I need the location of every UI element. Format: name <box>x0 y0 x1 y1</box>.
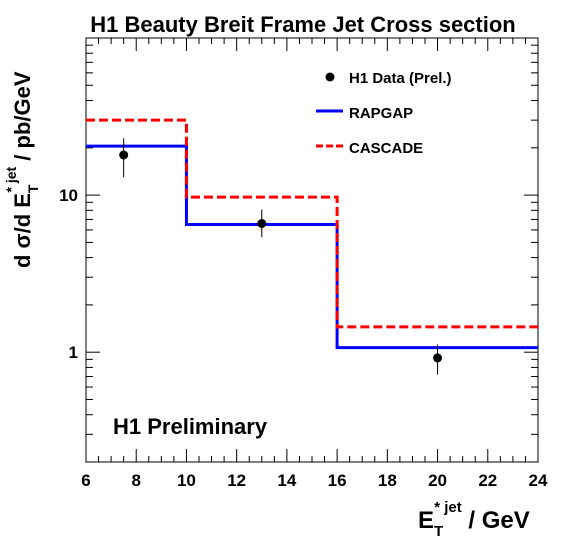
y-axis-label-sub: T <box>25 184 41 193</box>
plot-frame <box>85 37 539 463</box>
y-tick-label: 10 <box>59 186 78 205</box>
y-axis-label-unit: / pb/GeV <box>10 71 35 167</box>
y-axis-label-sup: * jet <box>3 166 19 192</box>
legend-label: H1 Data (Prel.) <box>349 70 452 87</box>
y-tick-label: 1 <box>69 343 78 362</box>
legend-label: RAPGAP <box>349 105 413 122</box>
x-tick-label: 6 <box>81 471 90 490</box>
data-point <box>433 353 443 363</box>
x-tick-label: 22 <box>478 471 497 490</box>
series-line-cascade <box>86 118 538 329</box>
data-point <box>257 218 267 228</box>
x-axis-label-sub: T <box>434 523 443 540</box>
y-axis-label: d σ/d ET* jet / pb/GeV <box>3 71 41 268</box>
legend-marker-data <box>325 72 335 82</box>
legend: H1 Data (Prel.) RAPGAP CASCADE <box>316 70 452 157</box>
x-tick-label: 10 <box>177 471 196 490</box>
series-line-rapgap <box>86 144 538 350</box>
legend-label: CASCADE <box>349 140 423 157</box>
x-axis-label: ET* jet / GeV <box>418 499 530 540</box>
x-tick-label: 24 <box>529 471 548 490</box>
y-axis-label-text: d σ/d ET* jet / pb/GeV <box>3 71 41 268</box>
x-tick-label: 16 <box>328 471 347 490</box>
x-axis-label-text: ET* jet / GeV <box>418 499 530 540</box>
axis-ticks: 6 8 10 12 14 16 18 20 22 24 1 10 <box>59 37 548 490</box>
x-tick-label: 14 <box>277 471 296 490</box>
x-tick-label: 8 <box>131 471 140 490</box>
x-axis-label-unit: / GeV <box>462 507 530 534</box>
x-tick-label: 18 <box>378 471 397 490</box>
x-tick-label: 12 <box>227 471 246 490</box>
chart-title: H1 Beauty Breit Frame Jet Cross section <box>90 12 516 37</box>
data-point <box>119 150 129 160</box>
x-axis-label-sup: * jet <box>434 499 462 516</box>
x-tick-label: 20 <box>428 471 447 490</box>
series-layer <box>86 118 538 375</box>
annotation-h1-preliminary: H1 Preliminary <box>113 414 268 439</box>
